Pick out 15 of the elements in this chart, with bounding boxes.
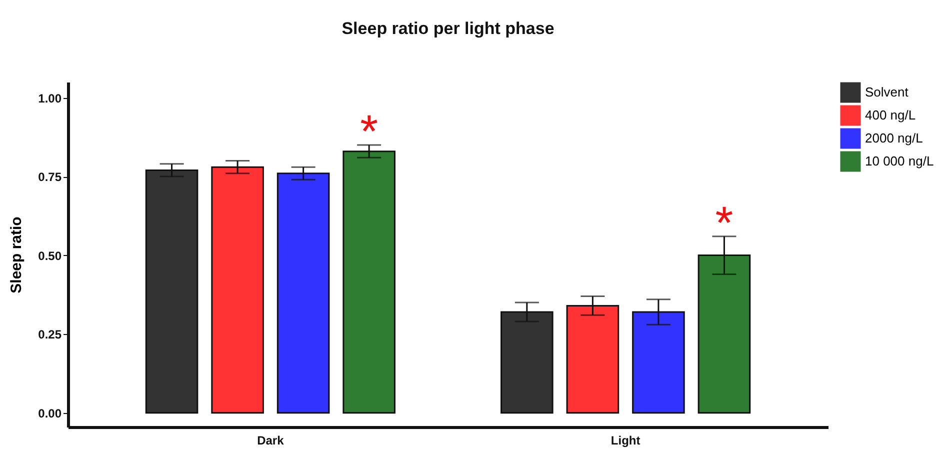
y-axis-title: Sleep ratio <box>8 216 26 294</box>
legend-label: 10 000 ng/L <box>865 154 934 168</box>
annotation: * <box>360 105 378 158</box>
annotation: * <box>715 196 734 248</box>
y-tick-label: 0.50 <box>38 248 62 263</box>
x-tick-label: Dark <box>257 434 284 448</box>
y-tick-label: 1.00 <box>38 91 62 106</box>
y-tick-label: 0.75 <box>38 170 62 184</box>
chart-title: Sleep ratio per light phase <box>342 19 554 38</box>
y-tick-label: 0.00 <box>38 406 62 420</box>
legend-label: 2000 ng/L <box>865 130 923 146</box>
x-tick-label: Light <box>610 434 640 448</box>
y-tick-label: 0.25 <box>38 328 62 342</box>
legend-label: 400 ng/L <box>865 108 916 122</box>
legend-label: Solvent <box>865 84 909 100</box>
